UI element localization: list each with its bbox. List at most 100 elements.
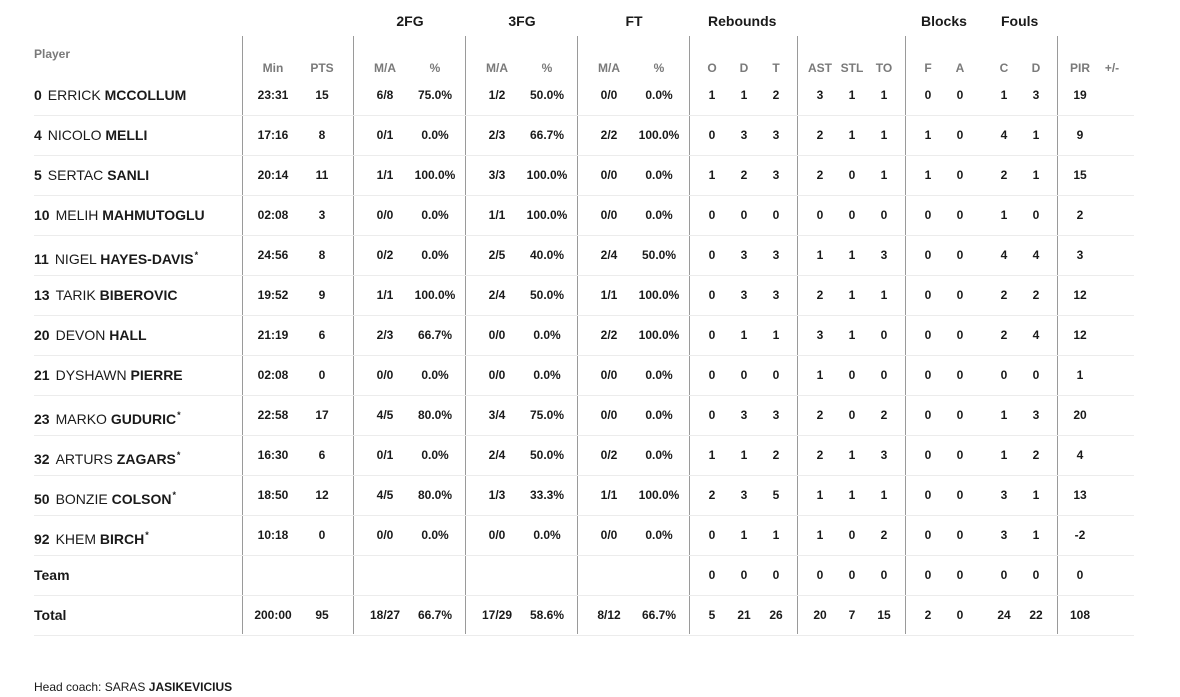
column-header: T (772, 61, 780, 75)
stat-cell: 3 (740, 288, 748, 302)
stat-cell: 8 (318, 128, 326, 142)
stat-cell: 0 (924, 248, 932, 262)
player-last-name: BIBEROVIC (99, 287, 178, 303)
stat-cell: 100.0% (638, 488, 680, 502)
stat-cell: 0 (708, 528, 716, 542)
stat-cell: 100.0% (526, 208, 568, 222)
stat-cell: 5 (708, 608, 716, 622)
stat-cell: 2/4 (488, 288, 506, 302)
stat-cell: 17/29 (481, 608, 513, 622)
stat-cell: 3 (880, 448, 888, 462)
stat-cell: 1/2 (488, 88, 506, 102)
stat-cell: 3 (740, 248, 748, 262)
player-number: 13 (34, 287, 50, 303)
column-header: % (653, 61, 665, 75)
stat-cell: 21 (737, 608, 751, 622)
player-row: 23 MARKO GUDURIC* 22:58 17 4/5 80.0% 3/4 75.0% 0… (34, 395, 1134, 436)
stat-cell: 0/2 (600, 448, 618, 462)
player-number: 21 (34, 367, 50, 383)
stat-cell: 3 (772, 408, 780, 422)
stat-cell: 0 (924, 328, 932, 342)
column-header: M/A (374, 61, 396, 75)
stat-cell: 22:58 (257, 408, 289, 422)
stat-cell: 1 (924, 128, 932, 142)
stat-cell: 0.0% (645, 168, 673, 182)
stat-cell: 12 (1073, 288, 1087, 302)
head-coach: Head coach: SARAS JASIKEVICIUS (34, 680, 232, 694)
stat-cell: 8/12 (597, 608, 621, 622)
stat-cell: 3 (740, 128, 748, 142)
stat-cell: 0.0% (645, 208, 673, 222)
stat-cell: 1 (740, 88, 748, 102)
stat-cell: 75.0% (529, 408, 565, 422)
column-header: STL (840, 61, 864, 75)
player-first-name: DEVON (55, 327, 106, 343)
stat-cell: 100.0% (638, 128, 680, 142)
player-row: 92 KHEM BIRCH* 10:18 0 0/0 0.0% 0/0 0.0% 0/0 0.0%… (34, 515, 1134, 556)
stat-cell: 0 (880, 568, 888, 582)
stat-cell: 0 (924, 288, 932, 302)
player-first-name: ERRICK (47, 87, 101, 103)
stat-cell: 0 (956, 448, 964, 462)
stat-cell: 0/0 (600, 88, 618, 102)
stat-cell: 0.0% (645, 408, 673, 422)
stat-cell: 0 (848, 408, 856, 422)
stat-cell: 1 (848, 88, 856, 102)
head-coach-last-name: JASIKEVICIUS (148, 680, 233, 694)
stat-cell: 0/0 (600, 208, 618, 222)
stat-cell: 0/0 (600, 408, 618, 422)
stat-cell: 100.0% (414, 168, 456, 182)
stat-cell: 0 (956, 608, 964, 622)
stat-cell: 1 (1000, 448, 1008, 462)
stat-cell: 2 (816, 288, 824, 302)
stat-cell: 4/5 (376, 408, 394, 422)
stat-cell: 0/0 (488, 368, 506, 382)
stat-cell: 0 (1000, 568, 1008, 582)
stat-cell: 50.0% (641, 248, 677, 262)
stat-cell: 1 (848, 488, 856, 502)
stat-cell: 1 (1032, 168, 1040, 182)
player-last-name: COLSON (111, 491, 172, 507)
column-divider (689, 36, 690, 634)
stat-cell: 0 (848, 208, 856, 222)
stat-cell: 1 (772, 528, 780, 542)
stat-cell: 0/0 (488, 328, 506, 342)
stat-cell: 9 (318, 288, 326, 302)
stat-cell: 1 (1000, 208, 1008, 222)
stat-cell: 21:19 (257, 328, 289, 342)
stat-cell: 0 (318, 368, 326, 382)
group-header-2fg: 2FG (396, 13, 424, 29)
stat-cell: 58.6% (529, 608, 565, 622)
starter-mark: * (177, 410, 181, 420)
stat-cell: 3 (880, 248, 888, 262)
stat-cell: 0.0% (421, 248, 449, 262)
player-last-name: GUDURIC (110, 411, 177, 427)
stat-cell: 1 (880, 128, 888, 142)
column-divider (797, 36, 798, 634)
stat-cell: 66.7% (529, 128, 565, 142)
stat-cell: 0 (708, 568, 716, 582)
stat-cell: 18:50 (257, 488, 289, 502)
column-header: +/- (1104, 61, 1120, 75)
stat-cell: 3 (1000, 528, 1008, 542)
player-last-name: HAYES-DAVIS (100, 251, 194, 267)
player-last-name: MELLI (105, 127, 148, 143)
stat-cell: 0 (1076, 568, 1084, 582)
player-name: 32 ARTURS ZAGARS* (34, 435, 180, 475)
player-row: 32 ARTURS ZAGARS* 16:30 6 0/1 0.0% 2/4 50.0% 0/2… (34, 435, 1134, 476)
stat-cell: 2/5 (488, 248, 506, 262)
player-last-name: BIRCH (99, 531, 145, 547)
stat-cell: 0 (848, 568, 856, 582)
stat-cell: 2 (816, 448, 824, 462)
column-header: M/A (598, 61, 620, 75)
team-row-label: Team (34, 567, 70, 583)
column-header: D (1031, 61, 1041, 75)
player-row: 13 TARIK BIBEROVIC 19:52 9 1/1 100.0% 2/4 50.0%… (34, 275, 1134, 316)
stat-cell: 0 (772, 568, 780, 582)
stat-cell: 80.0% (417, 488, 453, 502)
stat-cell: 2 (1000, 328, 1008, 342)
stat-cell: 0.0% (421, 368, 449, 382)
stat-cell: 1 (816, 528, 824, 542)
stat-cell: 0 (956, 488, 964, 502)
player-name: 4 NICOLO MELLI (34, 115, 147, 155)
